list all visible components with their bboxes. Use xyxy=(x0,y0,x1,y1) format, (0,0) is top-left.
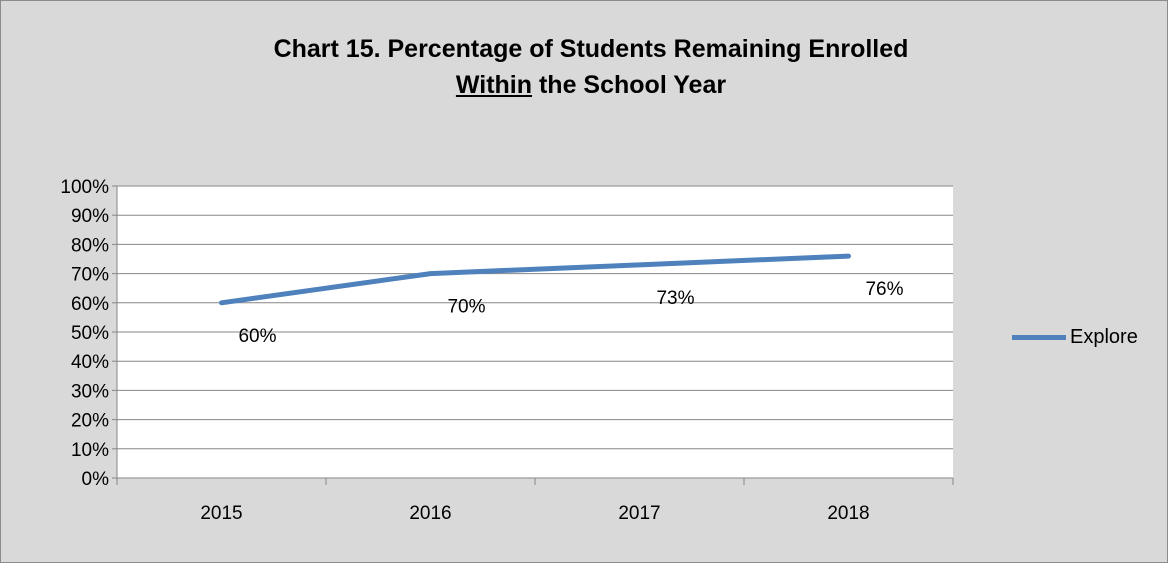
chart-title-line-2-rest: the School Year xyxy=(532,71,727,99)
y-tick-label: 100% xyxy=(60,177,109,198)
chart-title-line-1: Chart 15. Percentage of Students Remaini… xyxy=(273,35,909,63)
x-tick-label: 2016 xyxy=(409,503,451,524)
series-line-explore xyxy=(219,253,851,306)
x-tick-label: 2018 xyxy=(827,503,869,524)
chart-title: Chart 15. Percentage of Students Remaini… xyxy=(0,31,1168,103)
data-labels: 60% 70% 73% 76% xyxy=(238,279,903,347)
chart-title-line-2: Within the School Year xyxy=(0,67,1168,103)
x-tick-label: 2017 xyxy=(618,503,660,524)
chart-title-underlined-word: Within xyxy=(455,71,533,99)
axes: 0% 10% 20% 30% 40% 50% 60% 70% 80% 90% 100% 2015 201… xyxy=(60,177,954,524)
data-label: 70% xyxy=(447,297,485,318)
y-tick-label: 60% xyxy=(71,294,109,315)
series-layer xyxy=(219,253,851,306)
y-tick-label: 90% xyxy=(71,206,109,227)
data-label: 73% xyxy=(656,288,694,309)
legend-label-explore: Explore xyxy=(1070,326,1138,348)
y-tick-label: 80% xyxy=(71,235,109,256)
legend: Explore xyxy=(1012,326,1138,349)
y-tick-label: 10% xyxy=(71,440,109,461)
y-tick-label: 20% xyxy=(71,411,109,432)
x-tick-label: 2015 xyxy=(200,503,242,524)
legend-swatch-explore xyxy=(1012,335,1066,340)
data-label: 60% xyxy=(238,326,276,347)
y-tick-label: 30% xyxy=(71,381,109,402)
y-tick-label: 50% xyxy=(71,323,109,344)
grid-lines xyxy=(117,185,953,450)
y-tick-label: 0% xyxy=(82,469,110,490)
data-label: 76% xyxy=(865,279,903,300)
y-tick-label: 70% xyxy=(71,265,109,286)
y-tick-label: 40% xyxy=(71,352,109,373)
